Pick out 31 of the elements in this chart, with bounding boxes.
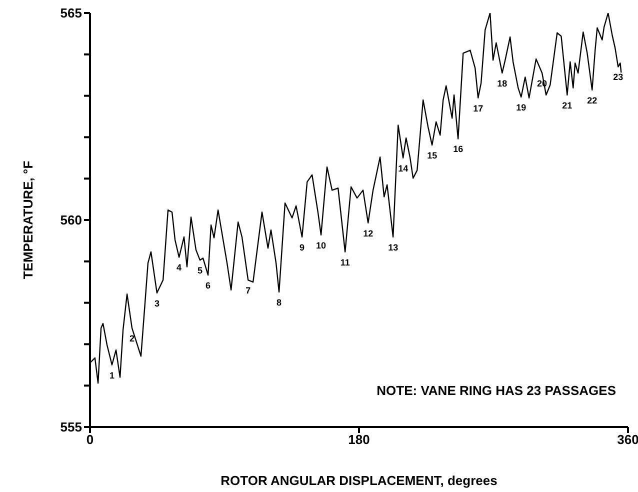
annotation: 15 bbox=[427, 150, 438, 160]
annotation: 10 bbox=[316, 240, 326, 250]
annotation: 14 bbox=[398, 163, 408, 174]
x-tick-label: 180 bbox=[348, 432, 370, 448]
annotation: 18 bbox=[497, 78, 508, 88]
x-tick-label: 360 bbox=[617, 432, 638, 448]
annotation: 1 bbox=[109, 370, 114, 380]
annotation: 11 bbox=[340, 257, 350, 268]
annotation: 23 bbox=[613, 72, 624, 82]
annotation: 3 bbox=[154, 298, 160, 308]
annotation: 4 bbox=[176, 262, 182, 273]
annotation: 16 bbox=[453, 144, 464, 154]
annotation: NOTE: VANE RING HAS 23 PASSAGES bbox=[376, 383, 616, 398]
annotation: 6 bbox=[206, 280, 211, 290]
annotation: 12 bbox=[363, 228, 374, 238]
y-tick-label: 555 bbox=[60, 420, 82, 435]
annotation: 5 bbox=[197, 266, 202, 276]
y-tick-label: 560 bbox=[60, 212, 82, 228]
y-tick-label: 565 bbox=[60, 6, 82, 21]
annotation: 22 bbox=[587, 95, 598, 106]
annotation: 17 bbox=[473, 103, 484, 114]
annotation: 9 bbox=[300, 242, 305, 252]
annotation: 13 bbox=[388, 242, 398, 252]
annotation: 19 bbox=[516, 102, 526, 112]
annotation: 21 bbox=[562, 100, 572, 110]
annotation: 7 bbox=[246, 285, 251, 296]
y-axis-title: TEMPERATURE, °F bbox=[20, 160, 36, 280]
x-axis-title: ROTOR ANGULAR DISPLACEMENT, degrees bbox=[220, 473, 498, 488]
x-tick-label: 0 bbox=[86, 432, 94, 448]
annotation: 2 bbox=[129, 333, 134, 344]
annotation: 8 bbox=[276, 297, 282, 308]
